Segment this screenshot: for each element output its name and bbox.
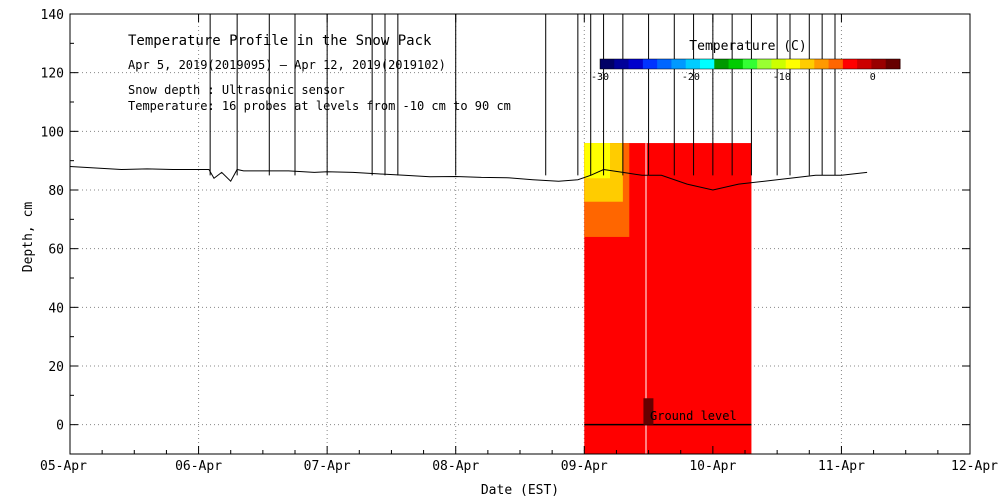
x-axis-label: Date (EST) [481, 483, 559, 498]
chart-subtitle: Apr 5, 2019(2019095) — Apr 12, 2019(2019… [128, 58, 446, 72]
colorbar-swatch-7 [700, 59, 715, 69]
colorbar-tick-label-1: -20 [682, 72, 700, 83]
colorbar-label: Temperature (C) [689, 39, 806, 54]
temperature-region-3 [584, 143, 610, 179]
x-tick-label-4: 09-Apr [561, 459, 608, 474]
colorbar-swatch-14 [800, 59, 815, 69]
temperature-regions [584, 143, 752, 455]
colorbar-swatch-19 [871, 59, 887, 69]
colorbar-swatch-20 [885, 59, 901, 69]
colorbar-swatch-15 [814, 59, 830, 69]
y-tick-label-3: 60 [48, 243, 64, 258]
colorbar-border [599, 58, 901, 70]
colorbar-swatch-6 [685, 59, 701, 69]
x-tick-label-5: 10-Apr [689, 459, 736, 474]
y-tick-label-5: 100 [41, 125, 64, 140]
colorbar-swatch-3 [642, 59, 658, 69]
y-tick-label-1: 20 [48, 360, 64, 375]
colorbar-swatch-0 [600, 59, 615, 69]
colorbar-swatch-16 [828, 59, 844, 69]
colorbar-swatch-5 [671, 59, 687, 69]
colorbar-swatch-11 [757, 59, 772, 69]
colorbar-swatch-4 [657, 59, 672, 69]
chart-title: Temperature Profile in the Snow Pack [128, 33, 432, 49]
x-tick-label-1: 06-Apr [175, 459, 222, 474]
colorbar-swatch-9 [728, 59, 744, 69]
ground-level-marker [643, 398, 654, 425]
y-tick-label-2: 40 [48, 301, 64, 316]
colorbar-tick-label-3: 0 [870, 72, 876, 83]
x-tick-label-7: 12-Apr [951, 459, 998, 474]
y-tick-label-0: 0 [56, 419, 64, 434]
x-tick-label-2: 07-Apr [304, 459, 351, 474]
y-axis-label: Depth, cm [21, 202, 36, 273]
colorbar-swatch-17 [842, 59, 858, 69]
y-tick-label-6: 120 [41, 67, 64, 82]
colorbar-swatch-1 [614, 59, 630, 69]
colorbar-swatch-8 [714, 59, 730, 69]
ground-level-label: Ground level [650, 409, 737, 423]
x-tick-label-6: 11-Apr [818, 459, 865, 474]
colorbar-tick-label-0: -30 [591, 72, 609, 83]
snow-depth-series [69, 14, 868, 191]
colorbar-swatch-2 [628, 59, 644, 69]
colorbar-swatch-18 [857, 59, 872, 69]
colorbar: -30 -20 -10 0 [591, 58, 901, 83]
y-tick-label-4: 80 [48, 184, 64, 199]
note-snow-depth: Snow depth : Ultrasonic sensor [128, 83, 345, 97]
colorbar-swatch-10 [742, 59, 758, 69]
x-tick-label-3: 08-Apr [432, 459, 479, 474]
colorbar-swatch-13 [785, 59, 801, 69]
colorbar-tick-label-2: -10 [773, 72, 791, 83]
colorbar-swatch-12 [771, 59, 787, 69]
note-temperature: Temperature: 16 probes at levels from -1… [128, 99, 511, 113]
y-tick-label-7: 140 [41, 8, 64, 23]
axis-ticks: 0 20 40 60 80 100 120 140 05-Apr 06-Apr 07-Apr 08-A… [40, 8, 998, 474]
x-tick-label-0: 05-Apr [40, 459, 87, 474]
ground-level [584, 398, 752, 426]
